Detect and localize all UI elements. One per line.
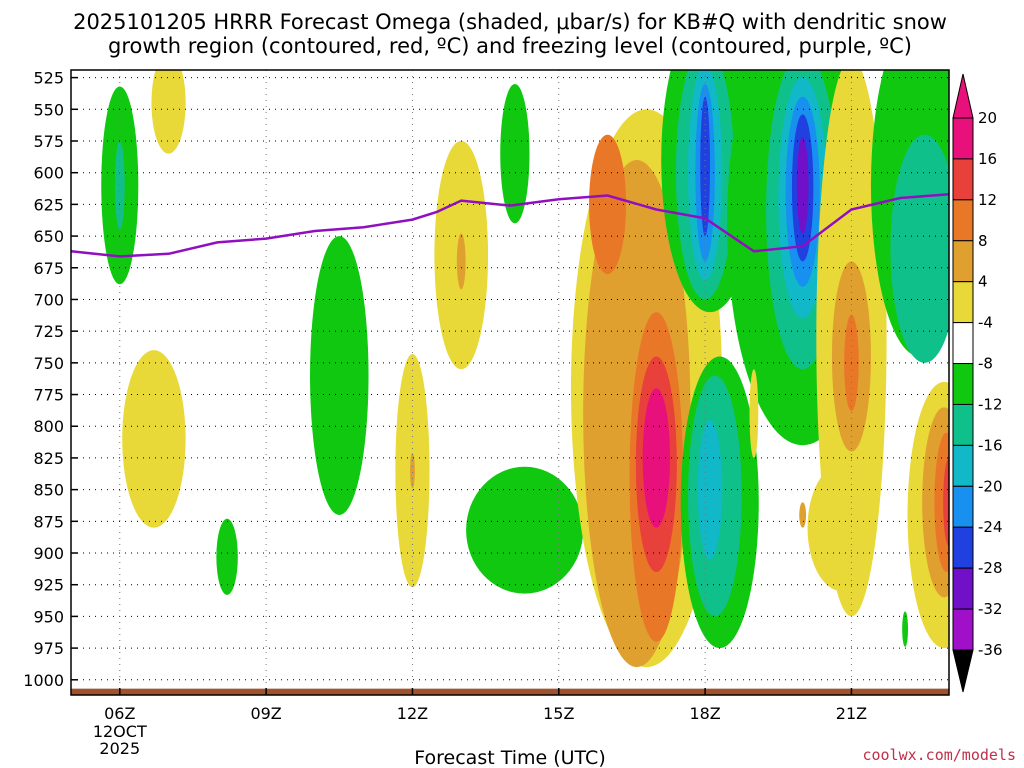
omega-region-2 [151,70,186,154]
colorbar-box--24 [952,526,974,569]
y-axis: 525 550 575 600 625 650 675 700 725 750 775 800 825 8… [23,69,78,690]
freezing-level-line [71,192,949,258]
omega-region-39 [890,134,949,363]
colorbar-label--8: -8 [978,355,993,373]
x-tick-label-09Z: 09Z [250,704,281,723]
x-tick-sublabel-0: 12OCT [93,722,147,741]
colorbar-label-8: 8 [978,232,988,250]
plot-frame [70,69,950,696]
colorbar-box--20 [952,485,974,528]
y-tick-label-825: 825 [33,449,64,468]
y-tick-label-550: 550 [33,100,64,119]
y-tick-label-650: 650 [33,227,64,246]
gridlines [71,70,949,695]
x-tick-label-06Z: 06Z [104,704,135,723]
omega-region-10 [216,518,238,595]
colorbar-over-arrow [952,73,974,119]
x-tick-sublabel-1: 2025 [99,739,140,758]
colorbar-label-20: 20 [978,109,997,127]
y-tick-label-1000: 1000 [23,671,64,690]
omega-region-7 [122,350,186,528]
plot-area [71,70,949,695]
colorbar-box-8 [952,240,974,283]
y-tick-label-625: 625 [33,195,64,214]
chart-title-line-2: growth region (contoured, red, ºC) and f… [108,34,912,58]
colorbar-box-16 [952,158,974,201]
chart-title-line-1: 2025101205 HRRR Forecast Omega (shaded, … [73,10,947,34]
x-axis-label: Forecast Time (UTC) [414,747,605,768]
omega-region-9 [410,452,415,489]
omega-region-5 [456,233,466,290]
y-tick-label-675: 675 [33,259,64,278]
colorbar-label-16: 16 [978,150,997,168]
omega-region-1 [114,140,125,230]
omega-region-37 [799,502,807,528]
omega-region-28 [796,137,809,234]
colorbar-label-12: 12 [978,191,997,209]
colorbar-box--32 [952,608,974,651]
omega-region-43 [934,432,949,573]
y-tick-label-700: 700 [33,290,64,309]
y-tick-label-575: 575 [33,132,64,151]
terrain-ground [71,688,949,695]
omega-region-36 [749,369,759,458]
y-tick-label-725: 725 [33,322,64,341]
y-tick-label-875: 875 [33,512,64,531]
y-tick-label-925: 925 [33,576,64,595]
colorbar-label--4: -4 [978,314,993,332]
colorbar-box--12 [952,403,974,446]
x-tick-label-15Z: 15Z [543,704,574,723]
x-tick-label-12Z: 12Z [397,704,428,723]
colorbar-label--32: -32 [978,600,1003,618]
omega-region-11 [466,466,584,594]
y-tick-label-525: 525 [33,69,64,88]
colorbar-box--4 [952,322,974,365]
y-tick-label-775: 775 [33,386,64,405]
y-tick-label-750: 750 [33,354,64,373]
colorbar-label--16: -16 [978,436,1003,454]
colorbar: 20 16 12 8 4 -4 -8 -12 -16 -20 -24 -28 -32 -36 [952,73,1003,693]
omega-region-6 [310,236,369,515]
y-tick-label-850: 850 [33,481,64,500]
y-tick-label-975: 975 [33,639,64,658]
y-tick-label-900: 900 [33,544,64,563]
omega-region-14 [589,134,627,275]
colorbar-box-12 [952,199,974,242]
omega-region-31 [697,419,723,560]
colorbar-box-4 [952,281,974,324]
omega-region-40 [902,611,909,647]
colorbar-label--24: -24 [978,518,1003,536]
colorbar-under-arrow [952,649,974,693]
colorbar-box--28 [952,567,974,610]
colorbar-label--12: -12 [978,395,1003,413]
x-tick-label-21Z: 21Z [836,704,867,723]
colorbar-label--28: -28 [978,559,1003,577]
omega-region-35 [807,464,876,592]
colorbar-box-20 [952,117,974,160]
colorbar-label-4: 4 [978,273,988,291]
colorbar-box--8 [952,363,974,405]
credit-text: coolwx.com/models [862,746,1016,764]
y-tick-label-600: 600 [33,164,64,183]
omega-region-17 [642,388,670,528]
omega-region-3 [500,83,530,224]
y-tick-label-800: 800 [33,417,64,436]
omega-shading [101,70,949,668]
x-tick-label-18Z: 18Z [689,704,720,723]
y-tick-label-950: 950 [33,607,64,626]
colorbar-label--36: -36 [978,641,1003,659]
colorbar-box--16 [952,444,974,487]
colorbar-label--20: -20 [978,477,1003,495]
omega-region-44 [943,457,949,547]
